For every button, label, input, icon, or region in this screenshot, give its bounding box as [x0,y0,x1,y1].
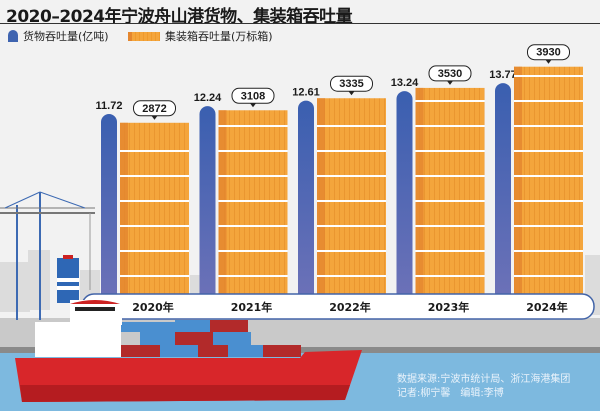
container-divider [218,250,288,252]
container-divider [415,125,485,127]
cargo-bar [495,83,511,305]
cargo-bar [101,114,117,305]
container-divider [317,250,386,252]
container-divider [120,250,189,252]
container-divider [514,250,583,252]
container-divider [218,225,288,227]
container-divider [514,100,583,102]
container-bar-shade [120,122,128,305]
container-divider [415,225,485,227]
pill-pointer [250,103,256,108]
container-bar [415,87,485,305]
container-divider [120,275,189,277]
container-bar [120,122,189,305]
cargo-value-label: 12.24 [194,92,222,104]
container-value-label: 3930 [536,47,560,59]
pill-pointer [447,80,453,85]
container-divider [120,175,189,177]
container-bar-shade [514,66,522,306]
pill-pointer [348,91,355,96]
container-value-label: 3530 [438,68,462,80]
container-divider [514,275,583,277]
legend-swatch-cargo [8,30,18,42]
credits: 记者:柳宁馨 编辑:李博 [397,388,504,399]
container-divider [415,150,485,152]
chart-title: 2020–2024年宁波舟山港货物、集装箱吞吐量 [6,7,353,27]
container-divider [218,125,288,127]
container-bar-shade [218,110,227,305]
year-tick-label: 2022年 [329,300,371,314]
legend-swatch-container [128,31,160,41]
pill-pointer [151,115,158,120]
legend-label-container: 集装箱吞吐量(万标箱) [165,30,273,43]
container-value-label: 3108 [241,90,265,102]
container-divider [317,150,386,152]
pill-pointer [545,59,552,64]
container-divider [514,125,583,127]
container-divider [415,250,485,252]
cargo-value-label: 13.77 [489,69,517,81]
container-divider [218,175,288,177]
cargo-bar [199,106,216,306]
container-divider [514,150,583,152]
container-bar [514,66,583,306]
container-bar [218,110,288,305]
container-divider [514,225,583,227]
container-divider [317,125,386,127]
container-divider [415,275,485,277]
container-divider [514,75,583,77]
year-tick-label: 2024年 [526,300,568,314]
container-divider [415,175,485,177]
legend-item-container: 集装箱吞吐量(万标箱) [128,28,273,44]
container-divider [415,100,485,102]
legend-label-cargo: 货物吞吐量(亿吨) [23,30,109,43]
cargo-value-label: 11.72 [96,100,123,112]
container-divider [120,200,189,202]
year-tick-label: 2020年 [132,300,174,314]
year-tick-label: 2021年 [231,300,273,314]
container-divider [317,200,386,202]
container-divider [218,275,288,277]
cargo-value-label: 12.61 [292,87,320,99]
cargo-bar [396,91,413,306]
container-divider [514,175,583,177]
container-bar-shade [415,87,424,305]
container-divider [317,275,386,277]
container-divider [317,225,386,227]
container-divider [514,200,583,202]
container-value-label: 2872 [142,103,166,115]
container-divider [218,150,288,152]
container-divider [218,200,288,202]
title-divider [0,23,600,24]
legend-item-cargo: 货物吞吐量(亿吨) [8,28,109,44]
data-source: 数据来源:宁波市统计局、浙江海港集团 [397,374,571,385]
container-divider [120,150,189,152]
cargo-bar [298,100,314,306]
crane [0,191,95,320]
cargo-value-label: 13.24 [391,77,419,89]
container-divider [317,175,386,177]
container-divider [415,200,485,202]
container-value-label: 3335 [339,78,363,90]
container-ship [15,300,362,402]
container-divider [120,225,189,227]
chimney [57,255,79,303]
year-tick-label: 2023年 [428,300,470,314]
